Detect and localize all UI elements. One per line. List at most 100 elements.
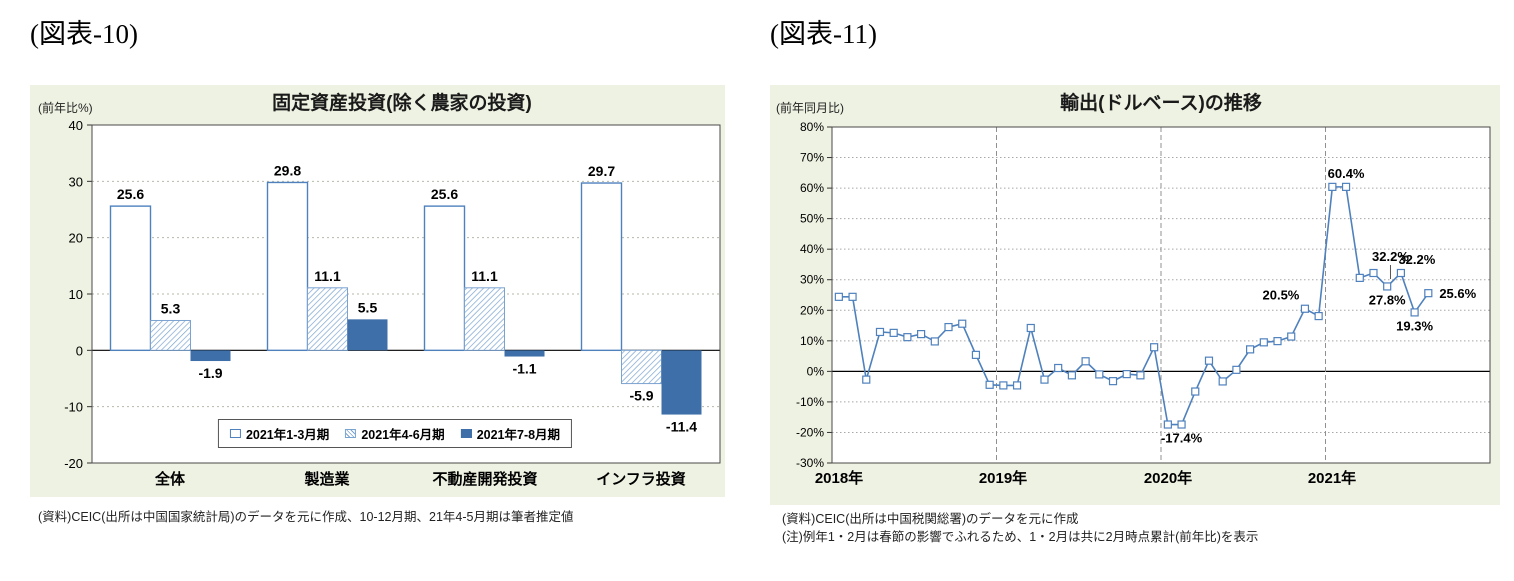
bar-value-label: 11.1	[471, 268, 498, 284]
y-tick-label: 0	[76, 343, 83, 358]
figure11-footnote: (注)例年1・2月は春節の影響でふれるため、1・2月は共に2月時点累計(前年比)…	[782, 530, 1259, 544]
plot-area	[92, 125, 720, 463]
x-axis-label-2021: 2021年	[1307, 470, 1357, 487]
bar-value-label: -11.4	[666, 419, 697, 435]
y-tick-label: 10%	[800, 334, 824, 348]
data-point-marker	[848, 292, 857, 301]
legend-swatch-hatch	[345, 429, 357, 438]
y-tick-label: -20%	[796, 425, 824, 439]
data-point-marker	[1341, 182, 1351, 191]
data-point-marker	[834, 292, 843, 301]
category-label-overall: 全体	[154, 471, 186, 488]
y-tick-label: 20	[69, 231, 83, 246]
data-point-marker	[1328, 182, 1337, 191]
data-point-marker	[1040, 375, 1049, 384]
data-label: 20.5%	[1263, 288, 1300, 303]
figure10-legend: 2021年1-3月期 2021年4-6月期 2021年7-8月期	[217, 419, 573, 448]
bar-hatch	[150, 319, 191, 351]
y-tick-label: -10	[64, 400, 83, 415]
legend-item-q3: 2021年7-8月期	[460, 424, 561, 443]
data-point-marker	[1067, 371, 1076, 380]
bar-outline	[580, 182, 623, 352]
data-point-marker	[1314, 311, 1323, 321]
data-label: 32.2%	[1398, 252, 1435, 267]
bar-value-label: 25.6	[117, 186, 144, 202]
data-point-marker	[862, 375, 871, 384]
data-point-marker	[1355, 273, 1364, 282]
data-point-marker	[1150, 343, 1159, 352]
legend-swatch-outline	[229, 429, 241, 438]
category-label-real-estate: 不動産開発投資	[432, 471, 538, 488]
y-tick-label: -20	[64, 456, 83, 471]
y-tick-label: 0%	[807, 364, 825, 378]
bar-solid	[504, 350, 545, 357]
data-point-marker	[1095, 370, 1104, 379]
data-point-marker	[1012, 381, 1022, 390]
data-point-marker	[971, 350, 981, 359]
data-point-marker	[1396, 268, 1405, 278]
data-point-marker	[999, 381, 1008, 390]
y-tick-label: 40%	[800, 242, 824, 256]
data-point-marker	[1424, 289, 1433, 298]
data-point-marker	[903, 333, 912, 342]
data-point-marker	[1246, 345, 1255, 354]
y-tick-label: 50%	[800, 212, 824, 226]
figure11-header: (図表-11)	[770, 19, 877, 49]
bar-outline	[109, 205, 152, 352]
data-point-marker	[1122, 370, 1131, 379]
bar-hatch	[464, 287, 505, 351]
fixed-asset-investment-bar-chart: -20 -10 0 10 20 30 40 25.6 29.8 25.6 29.7 5.3 11.1 11…	[64, 118, 721, 471]
x-axis-label-2020: 2020年	[1143, 470, 1193, 487]
y-tick-label: 10	[69, 287, 83, 302]
data-point-marker	[875, 327, 885, 337]
data-point-marker	[1369, 268, 1378, 278]
legend-swatch-solid	[460, 429, 472, 438]
data-point-marker	[1410, 308, 1419, 317]
figure11-source-note: (資料)CEIC(出所は中国税関総署)のデータを元に作成	[782, 512, 1079, 526]
data-point-marker	[1383, 282, 1392, 291]
legend-item-q1: 2021年1-3月期	[229, 424, 329, 443]
plot-border	[831, 126, 1491, 464]
data-point-marker	[1108, 377, 1118, 386]
data-label: 25.6%	[1439, 286, 1476, 301]
data-point-marker	[1163, 420, 1172, 429]
bar-outline	[266, 181, 309, 352]
y-tick-label: -10%	[796, 395, 824, 409]
legend-label-q3: 2021年7-8月期	[476, 428, 561, 442]
y-tick-label: 60%	[800, 181, 824, 195]
bar-value-label: -5.9	[629, 388, 653, 404]
bar-hatch	[621, 349, 662, 385]
figure10-chart-title: 固定資産投資(除く農家の投資)	[272, 93, 532, 114]
figure11-chart-title: 輸出(ドルベース)の推移	[1060, 93, 1262, 114]
figure11-y-axis-unit-label: (前年同月比)	[776, 101, 844, 115]
data-label: 32.2%	[1372, 249, 1409, 264]
x-axis-label-2018: 2018年	[814, 470, 864, 487]
data-point-marker	[1136, 371, 1145, 380]
y-tick-label: 80%	[800, 120, 824, 134]
legend-label-q2: 2021年4-6月期	[361, 428, 445, 442]
y-tick-label: 30%	[800, 273, 824, 287]
data-point-marker	[889, 328, 898, 337]
figure10-source-note: (資料)CEIC(出所は中国国家統計局)のデータを元に作成、10-12月期、21…	[38, 510, 574, 524]
data-point-marker	[1273, 337, 1282, 346]
data-point-marker	[1218, 377, 1227, 386]
data-point-marker	[944, 322, 953, 332]
bar-outline	[423, 205, 466, 352]
data-point-marker	[1232, 365, 1241, 374]
bar-value-label: 29.8	[274, 162, 301, 178]
data-point-marker	[1054, 363, 1063, 373]
data-point-marker	[1191, 387, 1200, 396]
data-point-marker	[1026, 323, 1035, 333]
bar-value-label: 25.6	[431, 186, 458, 202]
bar-solid	[661, 350, 702, 415]
data-label: 19.3%	[1396, 318, 1433, 333]
plot-border	[91, 124, 721, 464]
data-point-marker	[917, 329, 926, 339]
data-point-marker	[1259, 338, 1268, 347]
bar-value-label: -1.1	[512, 361, 536, 377]
bar-value-label: -1.9	[198, 365, 222, 381]
y-tick-label: -30%	[796, 456, 824, 470]
data-point-marker	[1300, 304, 1310, 313]
figure10-y-axis-unit-label: (前年比%)	[38, 101, 93, 115]
bar-value-label: 5.5	[358, 299, 378, 315]
